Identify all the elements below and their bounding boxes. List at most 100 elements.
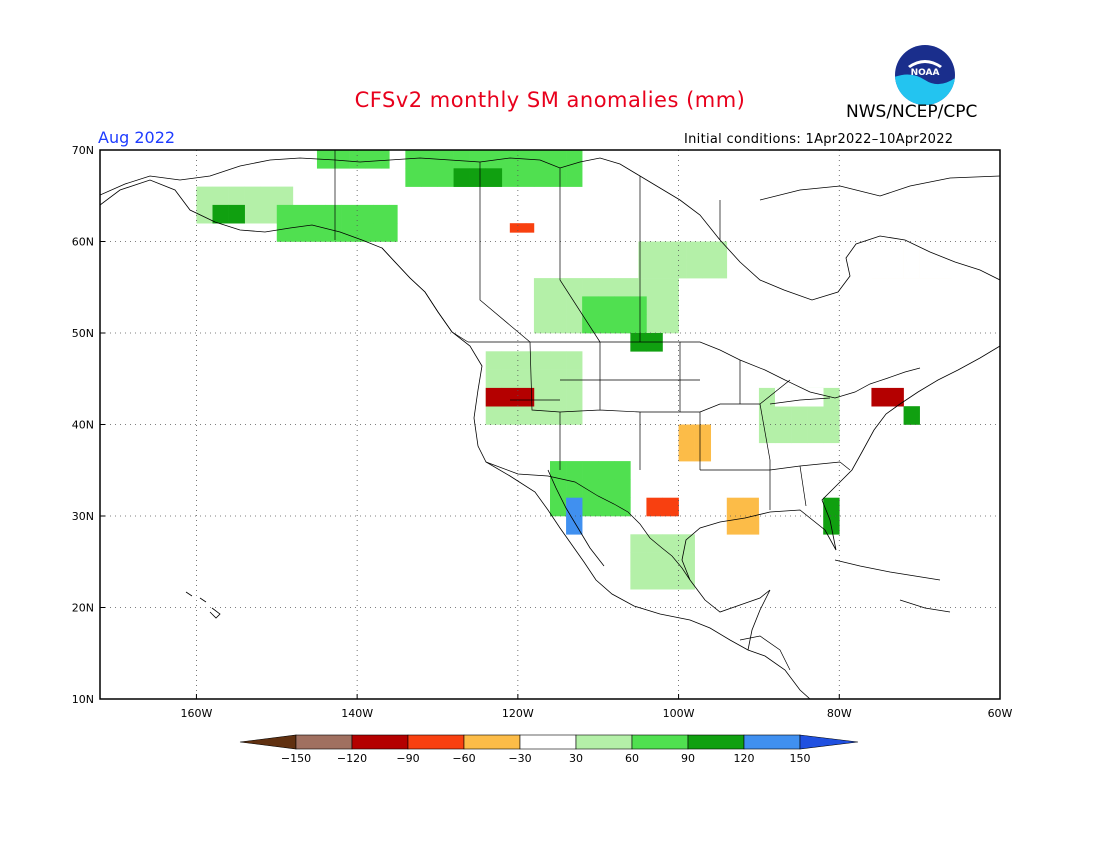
anomaly-cell [437,168,454,187]
province-borders [479,162,721,343]
anomaly-cell [485,369,503,389]
anomaly-cell [791,644,808,663]
us-mexico-border [485,461,691,581]
colorbar: −150 −120 −90 −60 −30 30 60 90 120 150 [239,734,859,765]
anomaly-cell [807,406,824,425]
anomaly-cell [871,387,888,407]
anomaly-cell [550,278,567,297]
anomaly-cell [550,497,567,517]
anomaly-cell [678,534,695,553]
longitude-label: 100W [663,707,695,720]
anomaly-cell [630,314,647,334]
anomaly-cell [662,534,679,553]
anomaly-cell [566,278,583,297]
anomaly-cell [276,223,294,242]
anomaly-cell [517,204,535,224]
anomaly-cell [718,241,728,261]
latitude-label: 40N [72,419,94,432]
anomaly-cell [325,204,342,224]
anomaly-cell [758,278,776,297]
central-america-borders [739,635,791,671]
anomaly-cell [775,644,792,663]
anomaly-cell [630,570,647,590]
hawaii-islands [185,591,221,619]
anomaly-cell [678,424,695,444]
anomaly-cell [550,387,567,407]
anomaly-cell [646,534,663,553]
anomaly-cell [212,186,229,206]
noaa-logo: NOAA [894,44,956,106]
anomaly-cell [654,259,671,279]
anomaly-cell [614,296,631,315]
anomaly-cell [903,296,920,315]
anomaly-cell [228,204,245,224]
anomaly-cell [566,406,583,425]
colorbar-label: −120 [337,752,367,765]
anomaly-cell [349,150,366,169]
anomaly-cell [686,223,703,242]
anomaly-cell [823,278,840,297]
anomaly-cell [533,296,551,315]
anomaly-cell [710,424,728,444]
anomaly-cell [887,296,904,315]
anomaly-cell [758,644,776,663]
anomaly-cell [935,259,953,279]
anomaly-cell [622,223,639,242]
anomaly-cell [550,461,567,480]
anomaly-cell [566,296,583,315]
political-borders [334,150,921,671]
anomaly-cell [550,369,567,389]
anomaly-cell [726,570,744,590]
anomaly-cell [381,150,390,169]
anomaly-cell [718,259,728,279]
anomaly-cell [566,461,583,480]
colorbar-swatch [575,734,633,750]
colorbar-label: 60 [625,752,639,765]
anomaly-cell [566,150,583,169]
anomaly-cell [614,314,631,334]
anomaly-cell [887,387,904,407]
anomaly-cell [646,296,663,315]
anomaly-cell [678,552,695,572]
anomaly-cell [903,241,920,261]
alaska-canada-coastal-border [381,247,469,343]
anomaly-cell [566,516,583,535]
anomaly-cell [678,479,695,498]
pacific-coast [100,179,811,699]
anomaly-cell [710,406,728,425]
colorbar-label: −60 [452,752,475,765]
anomaly-cell [614,278,631,297]
anomaly-cell [260,204,278,224]
anomaly-cell [807,278,824,297]
anomaly-cell [405,150,422,169]
anomaly-cell [871,278,888,297]
anomaly-cell [598,296,615,315]
anomaly-cell [919,278,937,297]
colorbar-swatch [519,734,577,750]
anomaly-cell [903,278,920,297]
anomaly-cell [566,387,583,407]
anomaly-cell [333,150,350,169]
anomaly-cell [791,497,808,517]
anomaly-cell [694,424,712,444]
anomaly-cell [855,278,872,297]
anomaly-cell [485,168,503,187]
anomaly-cell [525,223,535,233]
anomaly-cell [501,351,519,370]
anomaly-cell [646,497,663,517]
anomaly-cell [469,150,487,169]
anomaly-cell [662,406,679,425]
anomaly-cell [638,241,655,261]
anomaly-cell [662,497,679,517]
anomaly-cell [276,186,294,206]
anomaly-cell [582,278,599,297]
anomaly-cell [775,497,792,517]
anomaly-cell [742,516,760,535]
anomaly-cell [710,442,728,462]
anomaly-cell [485,150,503,169]
anomaly-cell [582,461,599,480]
anomaly-cell [670,259,687,279]
anomaly-cell [935,278,953,297]
colorbar-label: 90 [681,752,695,765]
